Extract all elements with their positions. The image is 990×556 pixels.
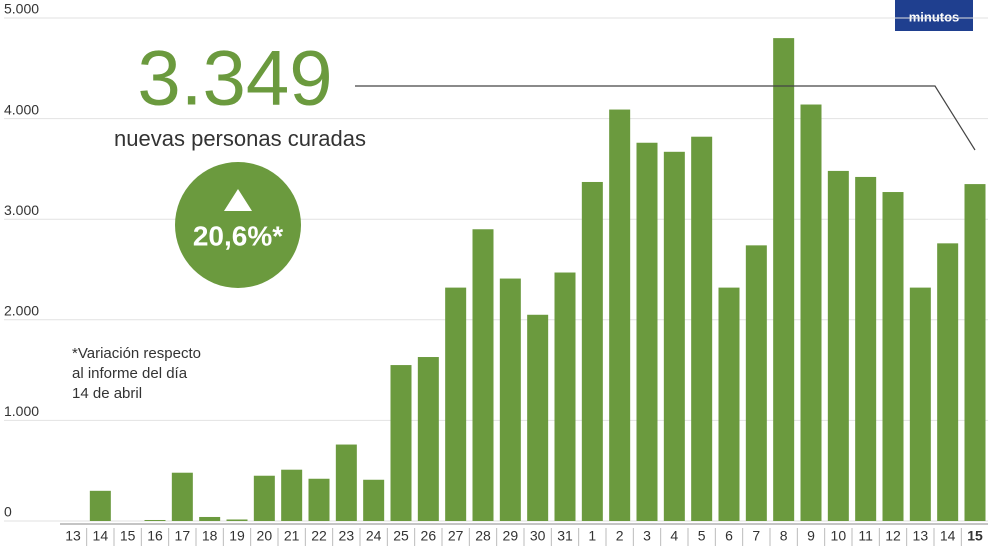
- x-tick-label: 22: [311, 528, 327, 544]
- x-tick-label: 5: [698, 528, 706, 544]
- x-tick-label: 16: [147, 528, 163, 544]
- change-badge: [175, 162, 301, 288]
- bar: [335, 444, 357, 521]
- bar: [609, 109, 631, 522]
- x-tick-label: 19: [229, 528, 245, 544]
- bar: [253, 475, 275, 521]
- bar: [226, 519, 248, 521]
- bar: [144, 519, 166, 521]
- x-tick-label: 18: [202, 528, 218, 544]
- bar: [691, 136, 713, 521]
- x-tick-label: 21: [284, 528, 300, 544]
- bar: [964, 184, 986, 521]
- bar: [472, 229, 494, 521]
- x-tick-label: 1: [588, 528, 596, 544]
- x-tick-label: 14: [93, 528, 109, 544]
- x-tick-label: 6: [725, 528, 733, 544]
- headline: 3.349: [137, 34, 332, 122]
- bar: [909, 287, 931, 521]
- x-tick-label: 24: [366, 528, 382, 544]
- x-tick-label: 20: [257, 528, 273, 544]
- bar: [171, 472, 193, 521]
- up-arrow: [224, 189, 252, 211]
- x-tick-label: 31: [557, 528, 573, 544]
- bar: [199, 516, 221, 521]
- bar: [800, 104, 822, 522]
- bar: [89, 490, 111, 521]
- bar: [663, 151, 685, 521]
- footnote: *Variación respecto: [72, 345, 201, 362]
- y-tick-label: 5.000: [4, 1, 39, 17]
- bar: [745, 245, 767, 521]
- x-tick-label: 23: [339, 528, 355, 544]
- x-tick-label: 27: [448, 528, 464, 544]
- x-tick-label: 12: [885, 528, 901, 544]
- x-tick-label: 2: [616, 528, 624, 544]
- bar: [718, 287, 740, 521]
- x-tick-label: 15: [120, 528, 136, 544]
- y-tick-label: 0: [4, 504, 12, 520]
- bar: [417, 357, 439, 521]
- headline-caption: nuevas personas curadas: [114, 126, 366, 151]
- bar: [937, 243, 959, 521]
- x-tick-label: 11: [858, 528, 873, 544]
- bar: [390, 365, 412, 521]
- bar: [445, 287, 467, 521]
- x-tick-label: 30: [530, 528, 546, 544]
- bar: [281, 469, 303, 521]
- bar: [827, 170, 849, 522]
- y-tick-label: 4.000: [4, 101, 39, 117]
- x-tick-label: 3: [643, 528, 651, 544]
- bar: [882, 192, 904, 521]
- y-tick-label: 2.000: [4, 303, 39, 319]
- y-tick-label: 1.000: [4, 403, 39, 419]
- x-tick-label: 8: [780, 528, 788, 544]
- x-tick-label: 13: [913, 528, 929, 544]
- footnote: 14 de abril: [72, 385, 142, 402]
- logo: minutos: [909, 9, 960, 24]
- logo-box: [895, 0, 973, 31]
- x-tick-label: 4: [670, 528, 678, 544]
- x-tick-label: 29: [503, 528, 519, 544]
- x-tick-label: 14: [940, 528, 956, 544]
- x-tick-label: 25: [393, 528, 409, 544]
- bar: [773, 38, 795, 522]
- x-tick-label: 28: [475, 528, 491, 544]
- footnote: al informe del día: [72, 365, 188, 382]
- bar: [308, 478, 330, 521]
- y-tick-label: 3.000: [4, 202, 39, 218]
- bar: [581, 181, 603, 521]
- x-tick-label: 10: [831, 528, 847, 544]
- bar: [527, 314, 549, 521]
- bar: [363, 479, 385, 521]
- x-tick-label: 26: [421, 528, 437, 544]
- x-tick-label: 9: [807, 528, 815, 544]
- change-value: 20,6%*: [193, 220, 283, 251]
- bar: [554, 272, 576, 521]
- bar: [636, 142, 658, 521]
- x-tick-label: 7: [752, 528, 760, 544]
- bar: [499, 278, 521, 521]
- leader-line: [355, 85, 976, 151]
- x-tick-label: 15: [967, 528, 983, 544]
- x-tick-label: 13: [65, 528, 81, 544]
- bar: [855, 176, 877, 521]
- x-tick-label: 17: [175, 528, 191, 544]
